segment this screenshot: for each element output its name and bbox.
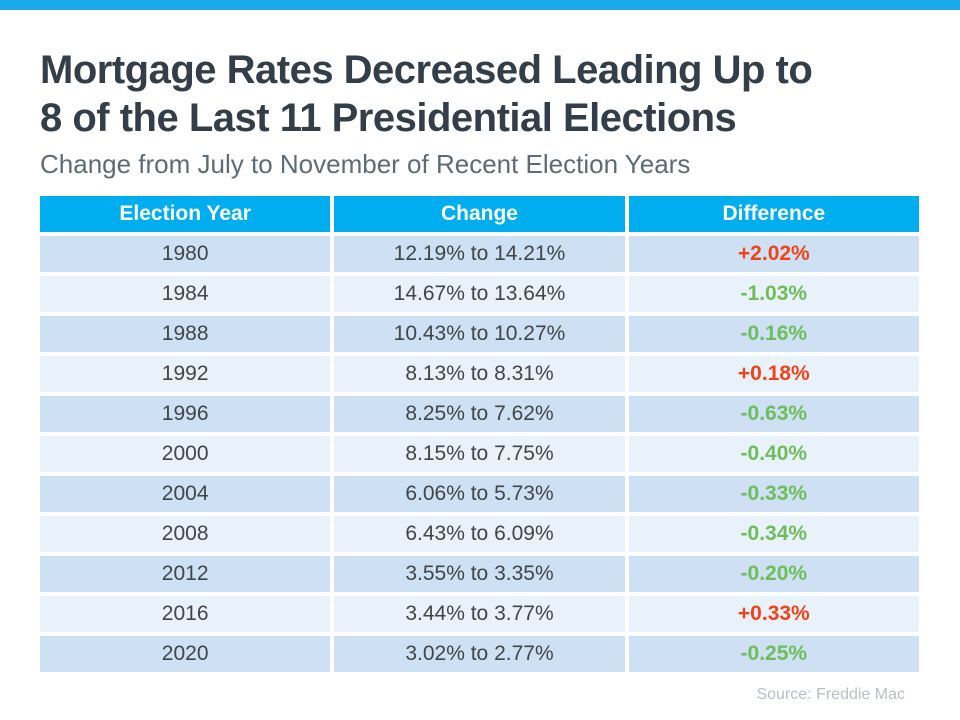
table-row: 1984 14.67% to 13.64% -1.03% <box>40 275 919 312</box>
table-row: 1988 10.43% to 10.27% -0.16% <box>40 315 919 352</box>
slide-title: Mortgage Rates Decreased Leading Up to 8 … <box>40 46 920 142</box>
source-credit: Source: Freddie Mac <box>756 686 905 703</box>
difference-cell: -0.16% <box>628 315 919 352</box>
year-cell: 1984 <box>40 275 331 312</box>
difference-cell: -0.63% <box>628 395 919 432</box>
header-election-year: Election Year <box>40 195 331 232</box>
table-row: 2012 3.55% to 3.35% -0.20% <box>40 555 919 592</box>
difference-cell: -1.03% <box>628 275 919 312</box>
change-cell: 6.43% to 6.09% <box>334 515 625 552</box>
top-accent-bar <box>0 0 960 10</box>
year-cell: 1992 <box>40 355 331 392</box>
change-cell: 12.19% to 14.21% <box>334 235 625 272</box>
change-cell: 8.15% to 7.75% <box>334 435 625 472</box>
change-cell: 10.43% to 10.27% <box>334 315 625 352</box>
year-cell: 2016 <box>40 595 331 632</box>
slide-subtitle: Change from July to November of Recent E… <box>40 149 691 179</box>
year-cell: 2008 <box>40 515 331 552</box>
difference-cell: +0.18% <box>628 355 919 392</box>
table-body: 1980 12.19% to 14.21% +2.02% 1984 14.67% to … <box>40 235 919 672</box>
table-row: 2016 3.44% to 3.77% +0.33% <box>40 595 919 632</box>
difference-cell: +0.33% <box>628 595 919 632</box>
change-cell: 3.55% to 3.35% <box>334 555 625 592</box>
year-cell: 1988 <box>40 315 331 352</box>
year-cell: 2004 <box>40 475 331 512</box>
difference-cell: -0.25% <box>628 635 919 672</box>
change-cell: 14.67% to 13.64% <box>334 275 625 312</box>
difference-cell: -0.20% <box>628 555 919 592</box>
change-cell: 6.06% to 5.73% <box>334 475 625 512</box>
header-change: Change <box>334 195 625 232</box>
year-cell: 1996 <box>40 395 331 432</box>
rates-table: Election Year Change Difference 1980 12.1… <box>36 192 923 676</box>
table-row: 1980 12.19% to 14.21% +2.02% <box>40 235 919 272</box>
difference-cell: -0.34% <box>628 515 919 552</box>
difference-cell: +2.02% <box>628 235 919 272</box>
change-cell: 3.44% to 3.77% <box>334 595 625 632</box>
difference-cell: -0.40% <box>628 435 919 472</box>
table-row: 2020 3.02% to 2.77% -0.25% <box>40 635 919 672</box>
header-difference: Difference <box>628 195 919 232</box>
difference-cell: -0.33% <box>628 475 919 512</box>
table-row: 2008 6.43% to 6.09% -0.34% <box>40 515 919 552</box>
year-cell: 2000 <box>40 435 331 472</box>
table-header-row: Election Year Change Difference <box>40 195 919 232</box>
table-row: 1996 8.25% to 7.62% -0.63% <box>40 395 919 432</box>
table-row: 1992 8.13% to 8.31% +0.18% <box>40 355 919 392</box>
year-cell: 2012 <box>40 555 331 592</box>
change-cell: 3.02% to 2.77% <box>334 635 625 672</box>
table-row: 2000 8.15% to 7.75% -0.40% <box>40 435 919 472</box>
title-line-2: 8 of the Last 11 Presidential Elections <box>40 96 737 140</box>
table-row: 2004 6.06% to 5.73% -0.33% <box>40 475 919 512</box>
change-cell: 8.25% to 7.62% <box>334 395 625 432</box>
year-cell: 2020 <box>40 635 331 672</box>
year-cell: 1980 <box>40 235 331 272</box>
title-line-1: Mortgage Rates Decreased Leading Up to <box>40 48 813 92</box>
change-cell: 8.13% to 8.31% <box>334 355 625 392</box>
